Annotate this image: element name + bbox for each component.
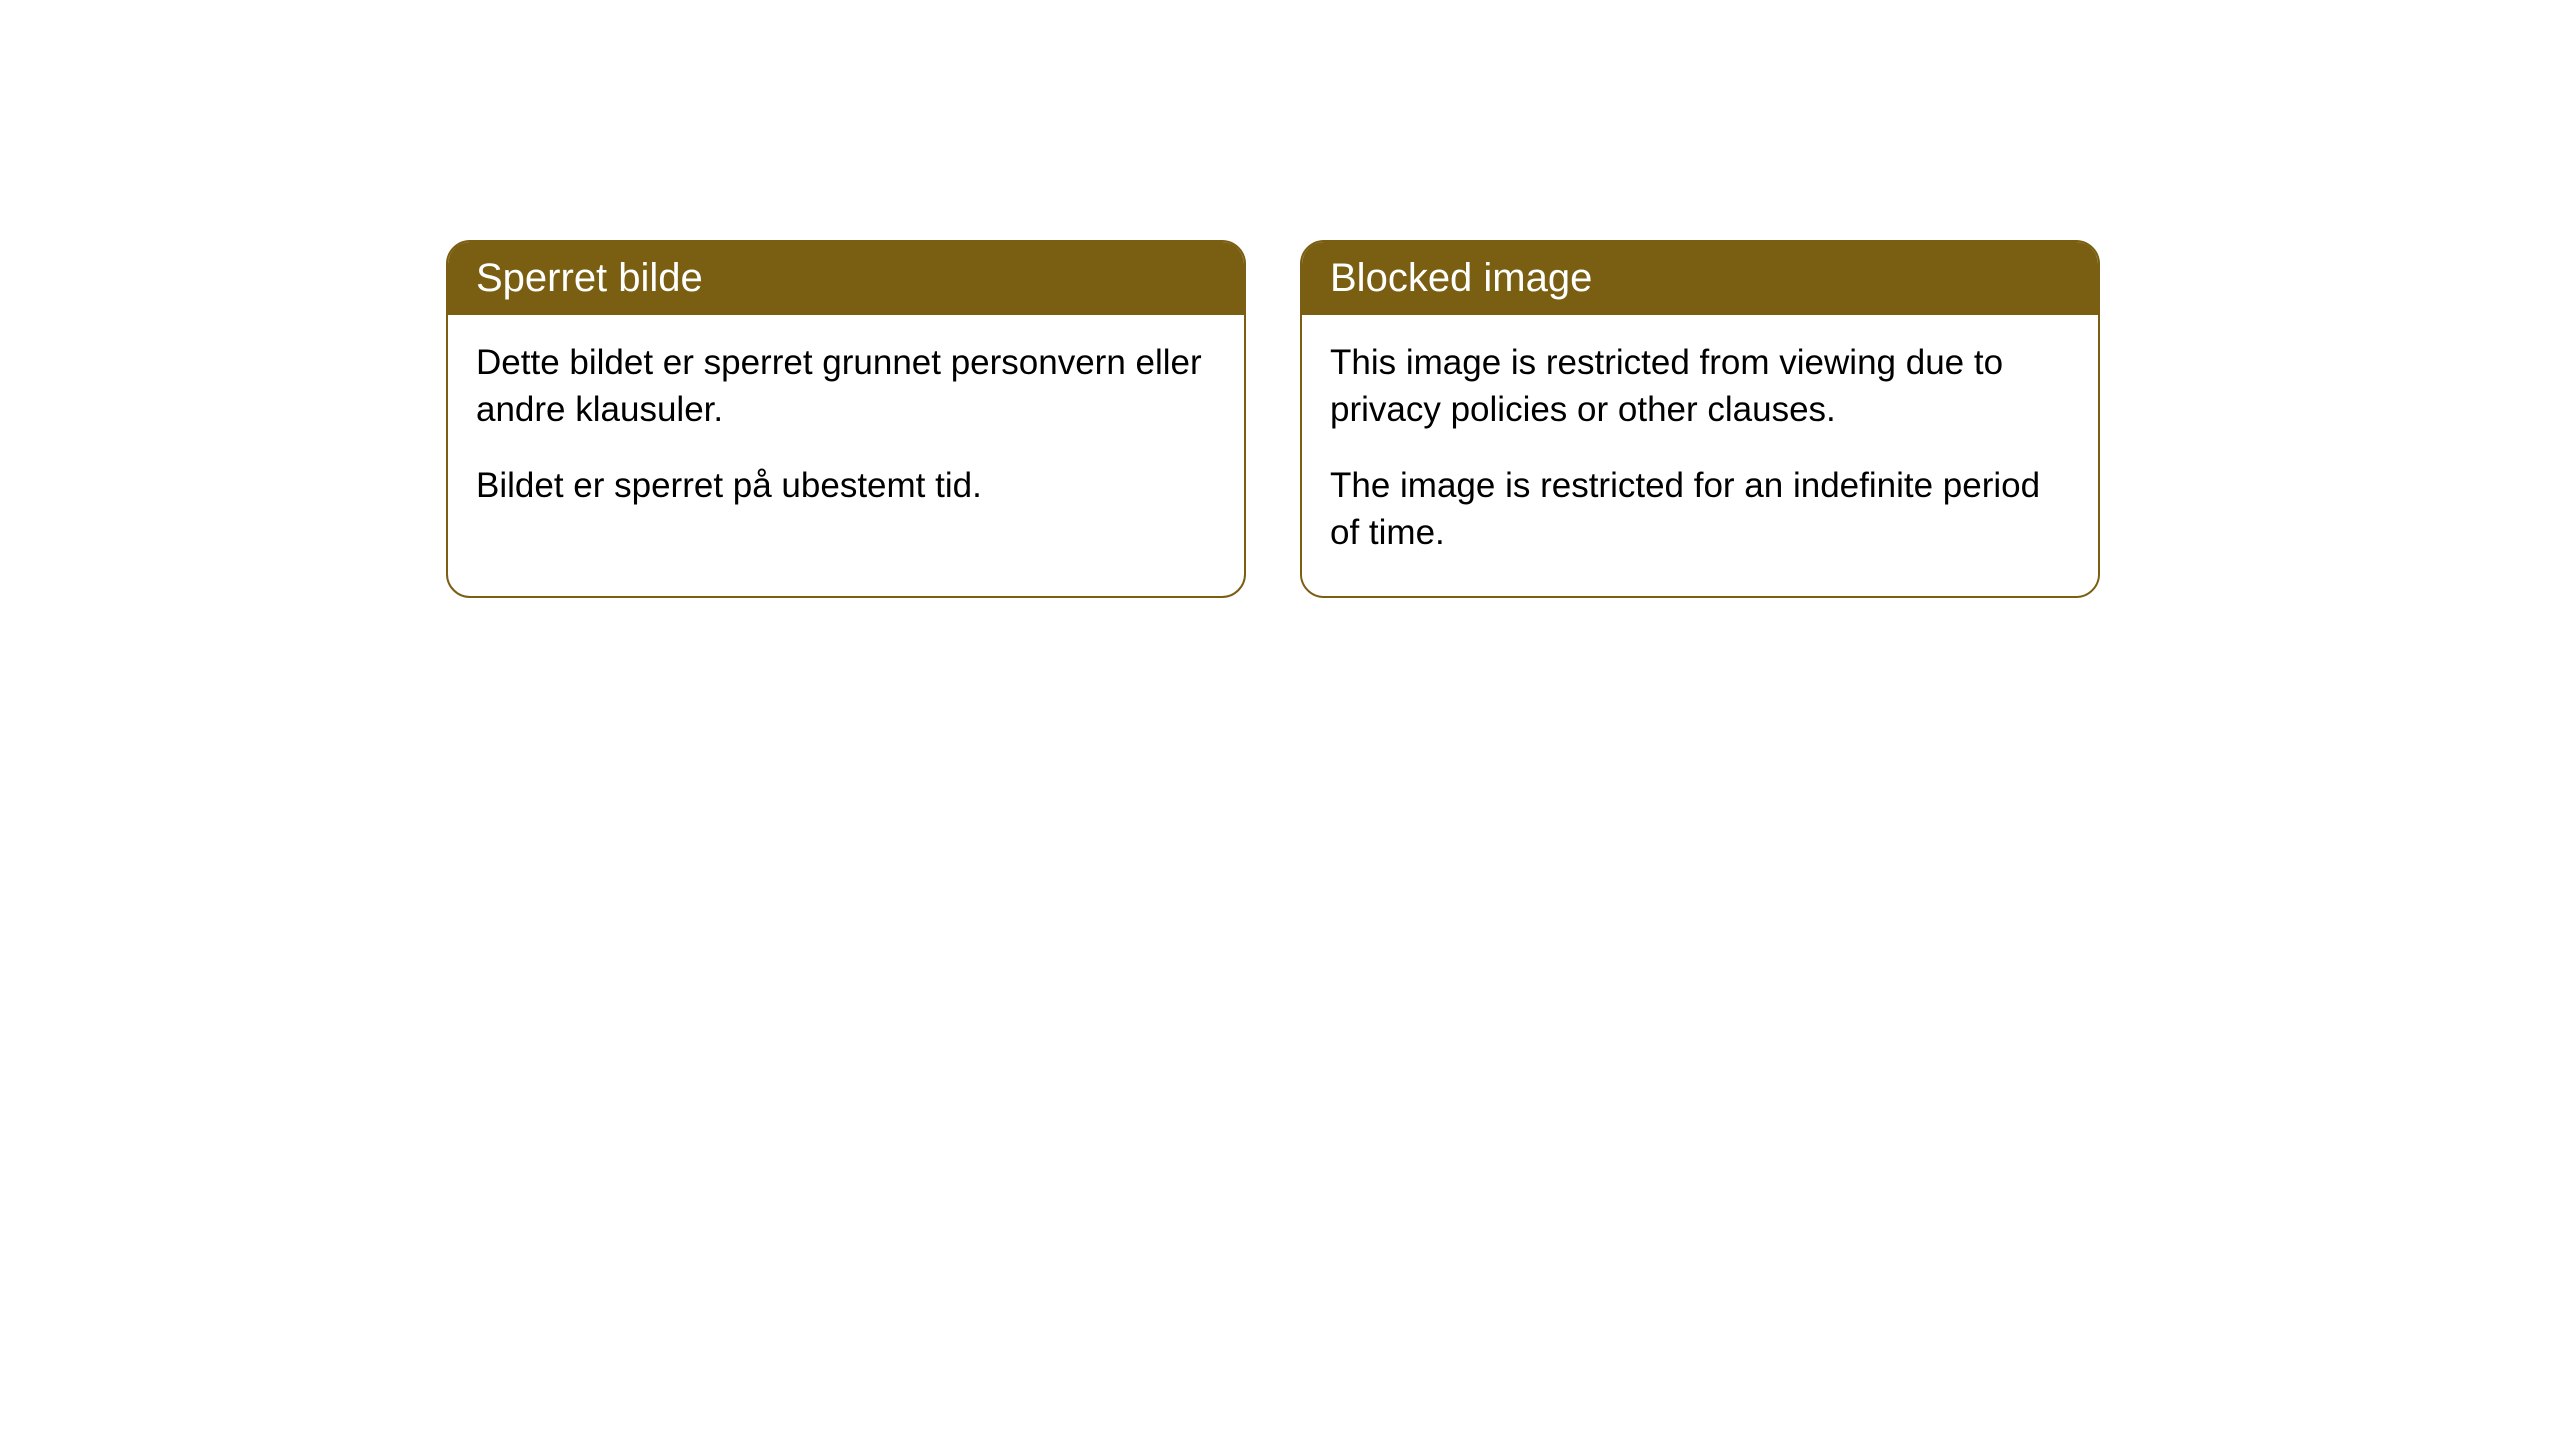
- card-paragraph: Dette bildet er sperret grunnet personve…: [476, 339, 1216, 434]
- notice-card-norwegian: Sperret bilde Dette bildet er sperret gr…: [446, 240, 1246, 598]
- notice-card-english: Blocked image This image is restricted f…: [1300, 240, 2100, 598]
- notice-cards-container: Sperret bilde Dette bildet er sperret gr…: [446, 240, 2100, 598]
- card-paragraph: This image is restricted from viewing du…: [1330, 339, 2070, 434]
- card-paragraph: The image is restricted for an indefinit…: [1330, 462, 2070, 557]
- card-header: Sperret bilde: [448, 242, 1244, 315]
- card-header: Blocked image: [1302, 242, 2098, 315]
- card-body: This image is restricted from viewing du…: [1302, 315, 2098, 596]
- card-paragraph: Bildet er sperret på ubestemt tid.: [476, 462, 1216, 509]
- card-title: Blocked image: [1330, 256, 1592, 300]
- card-body: Dette bildet er sperret grunnet personve…: [448, 315, 1244, 549]
- card-title: Sperret bilde: [476, 256, 703, 300]
